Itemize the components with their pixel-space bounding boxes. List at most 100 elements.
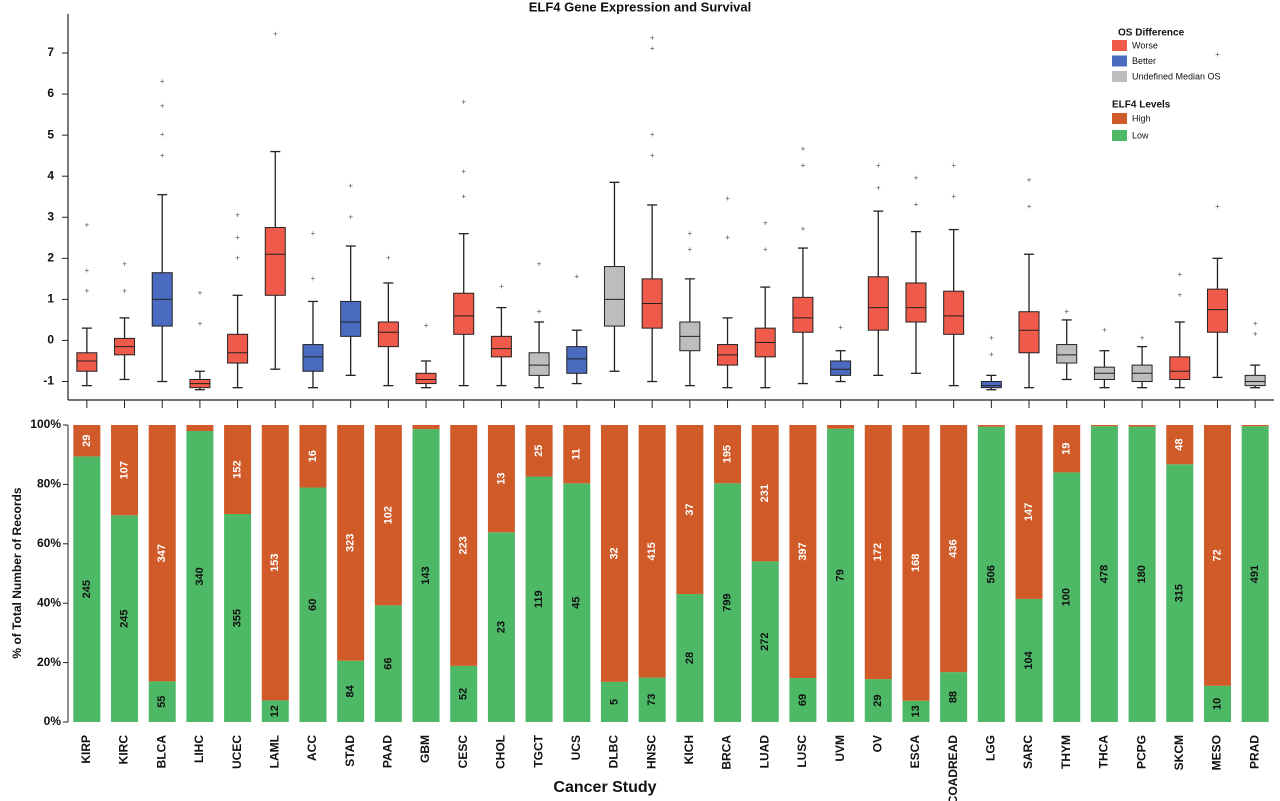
x-tick-label: BLCA: [154, 735, 168, 769]
legend-title: OS Difference: [1118, 28, 1185, 39]
outlier: +: [838, 323, 843, 332]
value-label: 45: [571, 597, 583, 609]
outlier: +: [273, 30, 278, 39]
bar-segment: [977, 426, 1005, 722]
box: [302, 344, 324, 372]
value-label: 245: [81, 580, 93, 598]
bar-segment: [374, 425, 402, 606]
value-label: 104: [1023, 650, 1035, 669]
outlier: +: [876, 184, 881, 193]
bar-segment: [1015, 598, 1043, 722]
value-label: 73: [646, 694, 658, 706]
outlier: +: [914, 200, 919, 209]
x-tick-label: LGG: [984, 735, 998, 761]
x-tick-label: LUSC: [795, 735, 809, 768]
outlier: +: [461, 97, 466, 106]
outlier: +: [650, 34, 655, 43]
outlier: +: [801, 225, 806, 234]
bar-segment: [1203, 425, 1231, 686]
legend-swatch: [1112, 71, 1127, 82]
value-label: 415: [646, 542, 658, 560]
bar-segment: [751, 561, 779, 722]
value-label: 152: [232, 460, 244, 478]
outlier: +: [1102, 325, 1107, 334]
outlier: +: [1253, 329, 1258, 338]
x-tick-label: ACC: [305, 735, 319, 761]
y-axis-title: % of Total Number of Records: [10, 487, 24, 658]
bar-segment: [600, 681, 628, 722]
outlier: +: [1215, 50, 1220, 59]
value-label: 100: [1061, 588, 1073, 606]
x-tick-label: PRAD: [1247, 735, 1261, 769]
value-label: 102: [382, 506, 394, 524]
bar-segment: [1053, 425, 1081, 473]
bar-segment: [1166, 425, 1194, 465]
value-label: 48: [1174, 439, 1186, 451]
outlier: +: [725, 233, 730, 242]
value-label: 143: [420, 566, 432, 584]
x-tick-label: LIHC: [192, 735, 206, 763]
outlier: +: [311, 274, 316, 283]
bar-segment: [148, 425, 176, 682]
bar-segment: [337, 660, 365, 722]
bar-segment: [1128, 426, 1156, 722]
outlier: +: [650, 130, 655, 139]
value-label: 172: [872, 543, 884, 561]
value-label: 79: [835, 569, 847, 581]
chart-title: ELF4 Gene Expression and Survival: [529, 0, 752, 14]
bar-segment: [940, 425, 968, 673]
outlier: +: [1253, 319, 1258, 328]
outlier: +: [989, 350, 994, 359]
bar-segment: [73, 456, 101, 722]
box: [830, 360, 852, 376]
bar-segment: [751, 425, 779, 562]
outlier: +: [688, 229, 693, 238]
value-label: 29: [872, 694, 884, 706]
y-tick-label: 2: [47, 251, 54, 265]
outlier: +: [160, 151, 165, 160]
x-tick-label: HNSC: [644, 735, 658, 769]
bar-segment: [1241, 426, 1269, 722]
x-tick-label: STAD: [343, 735, 357, 767]
bar-segment: [374, 605, 402, 722]
x-tick-label: PAAD: [381, 735, 395, 768]
x-tick-label: GBM: [418, 735, 432, 763]
value-label: 355: [232, 609, 244, 627]
bar-segment: [73, 425, 101, 457]
x-tick-label: LUAD: [757, 735, 771, 769]
outlier: +: [85, 266, 90, 275]
bar-segment: [299, 425, 327, 488]
outlier: +: [499, 282, 504, 291]
y-tick-label: 5: [47, 127, 54, 141]
box: [792, 296, 814, 333]
value-label: 436: [948, 539, 960, 557]
x-tick-label: UCS: [569, 735, 583, 760]
x-axis-title: Cancer Study: [553, 779, 656, 796]
outlier: +: [311, 229, 316, 238]
box: [264, 227, 286, 296]
value-label: 799: [721, 593, 733, 611]
outlier: +: [235, 233, 240, 242]
x-tick-label: ESCA: [908, 735, 922, 769]
outlier: +: [801, 161, 806, 170]
outlier: +: [1177, 290, 1182, 299]
bar-segment: [789, 678, 817, 722]
outlier: +: [85, 221, 90, 230]
value-label: 195: [721, 445, 733, 463]
value-label: 245: [118, 609, 130, 627]
y-tick-label: 60%: [37, 536, 61, 550]
box: [980, 381, 1002, 389]
bar-segment: [902, 700, 930, 722]
outlier: +: [1027, 175, 1032, 184]
y-tick-label: 80%: [37, 477, 61, 491]
value-label: 323: [345, 534, 357, 552]
x-tick-label: UVM: [833, 735, 847, 762]
value-label: 340: [194, 567, 206, 585]
legend-swatch: [1112, 55, 1127, 67]
y-tick-label: 20%: [37, 655, 61, 669]
bar-segment: [1241, 425, 1269, 427]
outlier: +: [461, 167, 466, 176]
value-label: 72: [1211, 549, 1223, 561]
value-label: 69: [797, 694, 809, 706]
bar-segment: [977, 425, 1005, 427]
